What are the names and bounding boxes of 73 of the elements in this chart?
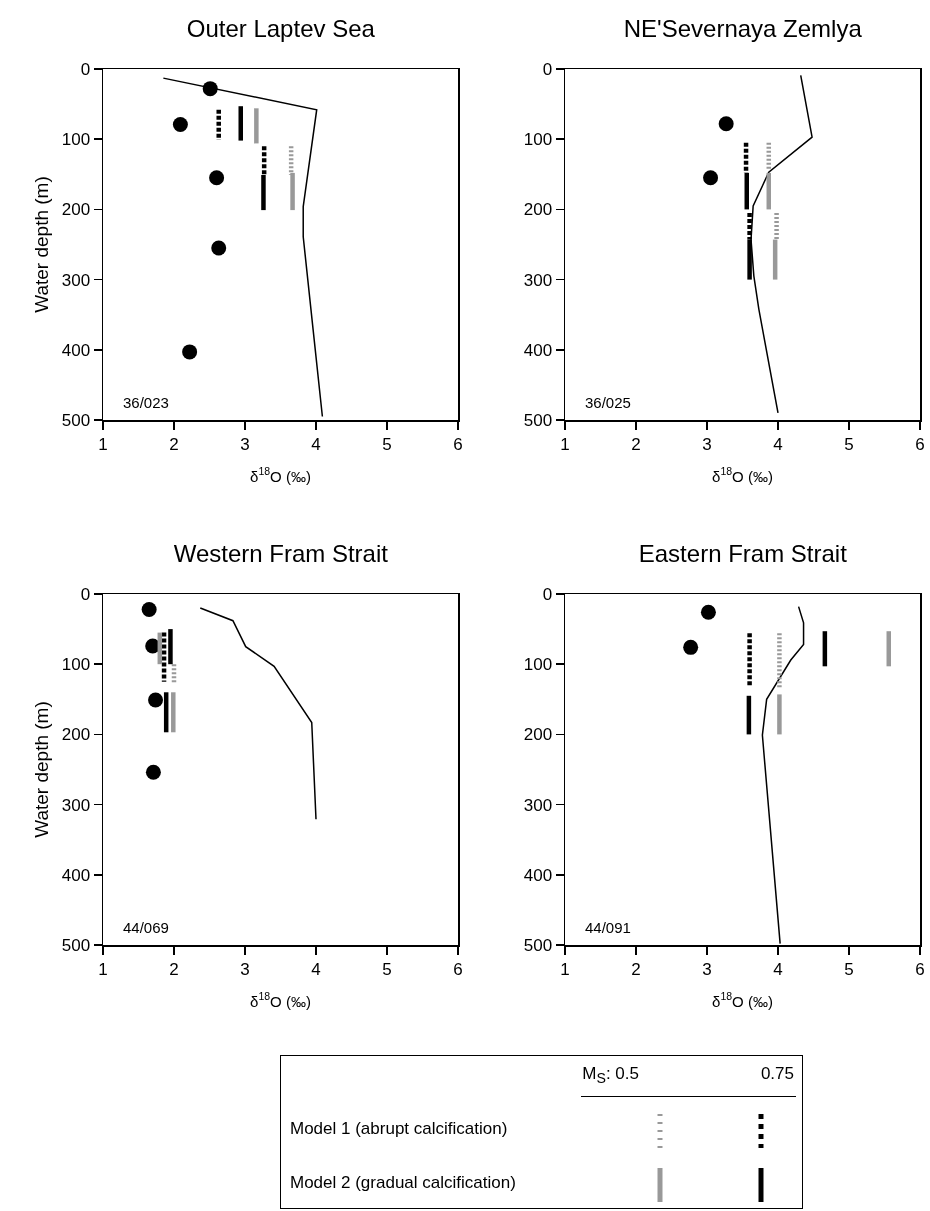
text: Model 1 (abrupt calcification) <box>290 1119 508 1139</box>
line-series <box>750 74 813 414</box>
point <box>202 81 218 97</box>
point <box>209 170 225 186</box>
x-tick-label: 5 <box>844 434 854 454</box>
y-tick-label: 100 <box>523 655 553 675</box>
y-tick-label: 100 <box>523 130 553 150</box>
y-tick-label: 400 <box>61 865 91 885</box>
x-tick-label: 2 <box>631 434 641 454</box>
x-tick-label: 6 <box>453 434 463 454</box>
y-tick-label: 300 <box>523 795 553 815</box>
y-tick-label: 200 <box>61 725 91 745</box>
y-tick-label: 400 <box>523 340 553 360</box>
y-tick-label: 500 <box>523 410 553 430</box>
x-tick-label: 1 <box>560 959 570 979</box>
x-tick-label: 5 <box>382 434 392 454</box>
chart-title: Eastern Fram Strait <box>638 539 848 567</box>
x-tick-label: 1 <box>98 959 108 979</box>
annotation: 44/091 <box>585 919 631 936</box>
y-tick-label: 0 <box>80 584 91 604</box>
y-tick-label: 200 <box>523 725 553 745</box>
annotation: 36/025 <box>585 394 631 411</box>
x-axis-title: δ$^{18}$O (‰) <box>250 465 311 485</box>
x-tick-label: 3 <box>702 434 712 454</box>
y-tick-label: 300 <box>61 270 91 290</box>
y-tick-label: 200 <box>523 200 553 220</box>
x-tick-label: 4 <box>311 434 321 454</box>
y-tick-label: 300 <box>523 270 553 290</box>
x-tick-label: 6 <box>915 959 925 979</box>
x-tick-label: 3 <box>702 959 712 979</box>
y-tick-label: 0 <box>542 59 553 79</box>
text: 0.75 <box>760 1064 794 1084</box>
chart-title: Western Fram Strait <box>173 539 389 567</box>
y-axis-title: Water depth (m) <box>30 701 52 838</box>
x-tick-label: 6 <box>453 959 463 979</box>
chart-title: Outer Laptev Sea <box>186 14 376 42</box>
x-tick-label: 2 <box>169 959 179 979</box>
x-tick-label: 1 <box>98 434 108 454</box>
y-tick-label: 500 <box>523 935 553 955</box>
chart-title: NE'Severnaya Zemlya <box>623 14 863 42</box>
x-axis-title: δ$^{18}$O (‰) <box>712 990 773 1010</box>
y-tick-label: 500 <box>61 410 91 430</box>
y-tick-label: 100 <box>61 655 91 675</box>
line-series <box>199 607 317 821</box>
text: Model 2 (gradual calcification) <box>290 1173 516 1193</box>
text: M$_{S}$: 0.5 <box>582 1064 639 1087</box>
x-tick-label: 4 <box>773 434 783 454</box>
x-tick-label: 5 <box>382 959 392 979</box>
y-tick-label: 200 <box>61 200 91 220</box>
point <box>211 240 227 256</box>
point <box>182 344 198 360</box>
annotation: 44/069 <box>123 919 169 936</box>
x-tick-label: 4 <box>311 959 321 979</box>
y-tick-label: 100 <box>61 130 91 150</box>
x-tick-label: 2 <box>631 959 641 979</box>
x-axis-title: δ$^{18}$O (‰) <box>250 990 311 1010</box>
y-tick-label: 0 <box>542 584 553 604</box>
x-tick-label: 3 <box>240 959 250 979</box>
x-tick-label: 4 <box>773 959 783 979</box>
y-tick-label: 400 <box>523 865 553 885</box>
x-tick-label: 5 <box>844 959 854 979</box>
x-tick-label: 6 <box>915 434 925 454</box>
x-tick-label: 3 <box>240 434 250 454</box>
point <box>172 116 188 132</box>
y-tick-label: 500 <box>61 935 91 955</box>
annotation: 36/023 <box>123 394 169 411</box>
y-tick-label: 400 <box>61 340 91 360</box>
x-tick-label: 1 <box>560 434 570 454</box>
x-axis-title: δ$^{18}$O (‰) <box>712 465 773 485</box>
y-axis-title: Water depth (m) <box>30 176 52 313</box>
y-tick-label: 0 <box>80 59 91 79</box>
x-tick-label: 2 <box>169 434 179 454</box>
y-tick-label: 300 <box>61 795 91 815</box>
